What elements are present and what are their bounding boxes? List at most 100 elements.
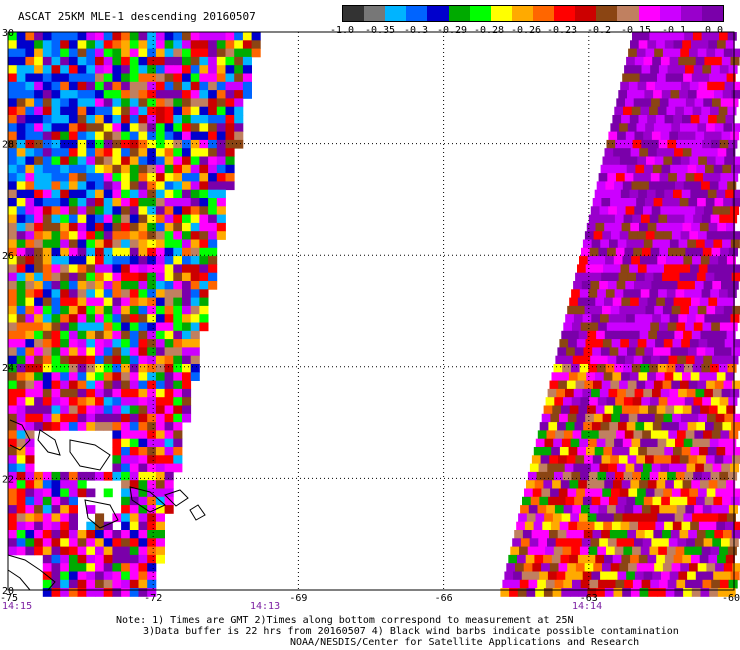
swath-cell	[112, 330, 122, 340]
swath-cell	[626, 422, 636, 431]
swath-cell	[95, 214, 105, 224]
swath-cell	[164, 81, 174, 91]
swath-cell	[103, 231, 113, 240]
swath-cell	[644, 90, 654, 99]
swath-cell	[77, 56, 87, 66]
swath-cell	[121, 164, 131, 174]
swath-cell	[86, 65, 96, 74]
swath-cell	[25, 372, 35, 381]
swath-cell	[670, 164, 680, 174]
swath-cell	[216, 98, 226, 108]
swath-cell	[630, 480, 640, 489]
swath-cell	[225, 98, 235, 108]
swath-cell	[606, 579, 616, 589]
swath-cell	[543, 588, 553, 597]
swath-cell	[138, 505, 148, 514]
scale-swatch	[448, 6, 470, 21]
swath-cell	[138, 339, 148, 348]
swath-cell	[51, 521, 61, 531]
swath-cell	[155, 198, 165, 207]
swath-cell	[614, 106, 624, 116]
swath-cell	[607, 430, 617, 440]
swath-cell	[60, 355, 70, 365]
swath-cell	[651, 355, 661, 365]
swath-cell	[712, 281, 722, 290]
swath-cell	[190, 214, 200, 224]
swath-cell	[543, 480, 553, 489]
swath-cell	[164, 148, 174, 157]
swath-cell	[138, 571, 148, 581]
swath-cell	[534, 554, 544, 564]
swath-cell	[703, 463, 713, 473]
swath-cell	[16, 330, 26, 340]
swath-cell	[681, 521, 691, 531]
swath-cell	[155, 123, 165, 132]
swath-cell	[173, 73, 183, 83]
swath-cell	[652, 496, 662, 506]
swath-cell	[16, 364, 26, 373]
swath-cell	[129, 289, 139, 298]
swath-cell	[682, 297, 692, 307]
swath-cell	[173, 98, 183, 108]
swath-cell	[732, 123, 740, 132]
swath-cell	[8, 173, 18, 182]
swath-cell	[77, 530, 87, 539]
swath-cell	[625, 98, 635, 108]
swath-cell	[697, 198, 707, 207]
swath-cell	[103, 339, 113, 348]
swath-cell	[656, 405, 666, 415]
swath-cell	[51, 198, 61, 207]
swath-cell	[573, 463, 583, 473]
swath-cell	[68, 189, 78, 199]
swath-cell	[16, 463, 26, 473]
swath-cell	[68, 297, 78, 307]
swath-cell	[728, 397, 738, 406]
swath-cell	[147, 181, 157, 191]
swath-cell	[588, 546, 598, 556]
swath-cell	[121, 430, 131, 440]
swath-cell	[34, 173, 44, 182]
swath-cell	[675, 471, 685, 481]
swath-cell	[86, 281, 96, 290]
swath-cell	[112, 214, 122, 224]
swath-cell	[622, 513, 632, 523]
swath-cell	[34, 521, 44, 531]
swath-cell	[103, 65, 113, 74]
swath-cell	[121, 206, 131, 215]
swath-cell	[717, 222, 727, 232]
swath-cell	[584, 455, 594, 464]
swath-cell	[705, 272, 715, 282]
swath-cell	[604, 588, 614, 597]
swath-cell	[703, 281, 713, 290]
swath-cell	[710, 397, 720, 406]
swath-cell	[95, 115, 105, 124]
swath-cell	[138, 281, 148, 290]
swath-cell	[710, 546, 720, 556]
swath-cell	[709, 513, 719, 523]
swath-cell	[727, 289, 737, 298]
swath-cell	[725, 447, 735, 456]
swath-cell	[614, 438, 624, 448]
swath-cell	[683, 73, 693, 83]
swath-cell	[86, 554, 96, 564]
swath-cell	[596, 330, 606, 340]
swath-cell	[8, 214, 18, 224]
swath-cell	[578, 405, 588, 415]
swath-cell	[103, 388, 113, 398]
swath-cell	[25, 447, 35, 456]
swath-cell	[700, 513, 710, 523]
swath-cell	[700, 480, 710, 489]
swath-cell	[556, 571, 566, 581]
swath-cell	[700, 148, 710, 157]
swath-cell	[60, 471, 70, 481]
swath-cell	[667, 214, 677, 224]
swath-cell	[638, 521, 648, 531]
swath-cell	[641, 579, 651, 589]
swath-cell	[147, 148, 157, 157]
scale-swatch	[659, 6, 681, 21]
swath-cell	[147, 330, 157, 340]
swath-cell	[129, 513, 139, 523]
swath-cell	[615, 579, 625, 589]
swath-cell	[705, 530, 715, 539]
swath-cell	[190, 297, 200, 307]
